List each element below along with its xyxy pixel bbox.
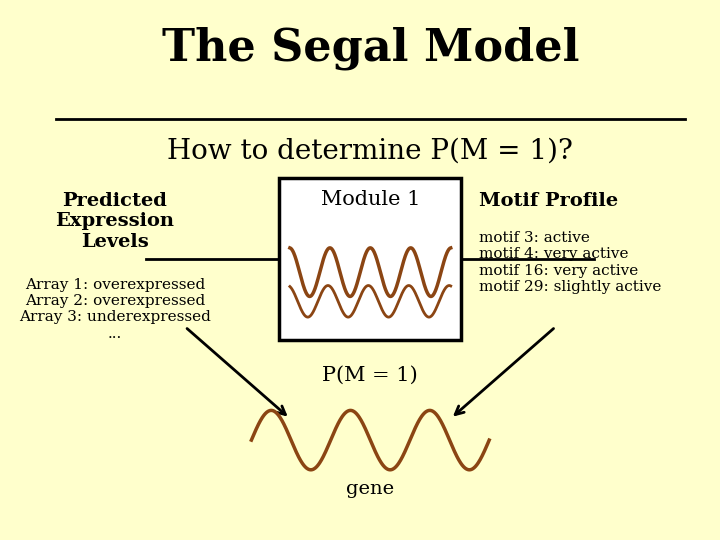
Text: P(M = 1): P(M = 1) (323, 366, 418, 385)
Text: Predicted
Expression
Levels: Predicted Expression Levels (55, 192, 174, 251)
Text: Module 1: Module 1 (320, 190, 420, 210)
Text: Motif Profile: Motif Profile (479, 192, 618, 210)
Bar (279, 178, 462, 340)
Text: gene: gene (346, 480, 395, 498)
Text: motif 3: active
motif 4: very active
motif 16: very active
motif 29: slightly ac: motif 3: active motif 4: very active mot… (479, 231, 661, 294)
Text: How to determine P(M = 1)?: How to determine P(M = 1)? (167, 138, 573, 165)
Text: The Segal Model: The Segal Model (161, 27, 579, 70)
Text: Array 1: overexpressed
Array 2: overexpressed
Array 3: underexpressed
...: Array 1: overexpressed Array 2: overexpr… (19, 278, 211, 341)
